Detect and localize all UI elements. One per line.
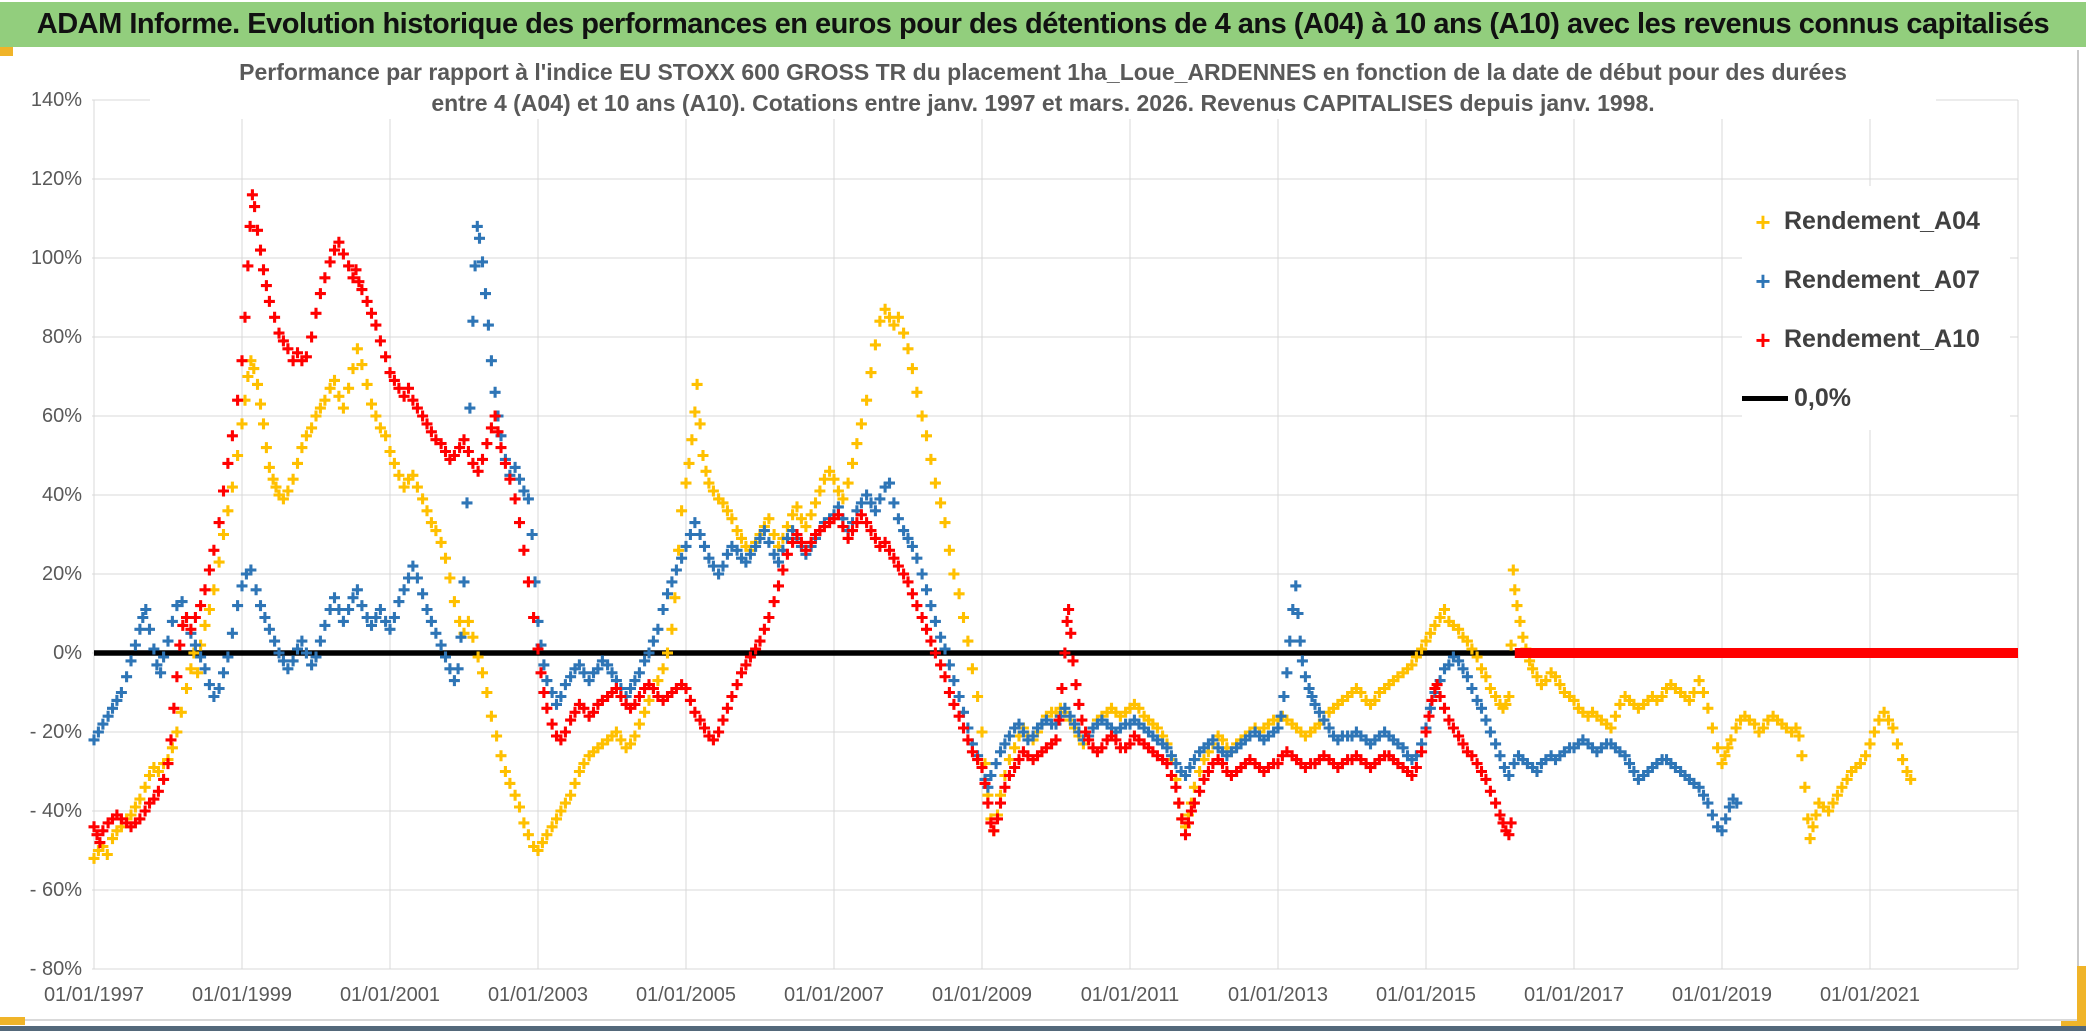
- gold-accent-top-left: [0, 47, 13, 56]
- legend-item-zero-line: 0,0%: [1742, 369, 2010, 428]
- legend-label: Rendement_A04: [1784, 207, 1980, 235]
- x-tick-label: 01/01/2009: [931, 984, 1033, 1006]
- legend-item-rendement-a04: + Rendement_A04: [1742, 192, 2010, 251]
- x-tick-label: 01/01/2015: [1375, 984, 1477, 1006]
- x-tick-label: 01/01/2011: [1080, 984, 1180, 1006]
- page-bottom-border: [0, 1026, 2086, 1031]
- series-Rendement_A10: [88, 189, 1517, 849]
- legend-label: 0,0%: [1794, 384, 1851, 412]
- legend-label: Rendement_A07: [1784, 266, 1980, 294]
- y-tick-label: 20%: [41, 563, 82, 585]
- performance-scatter-plot: [88, 99, 2019, 970]
- series-Rendement_A07: [88, 220, 1743, 837]
- page-right-border: [2077, 50, 2079, 1020]
- y-tick-label: 140%: [30, 89, 82, 111]
- gold-accent-right-bar: [2077, 966, 2086, 1026]
- chart-subtitle: Performance par rapport à l'indice EU ST…: [150, 57, 1936, 119]
- x-tick-label: 01/01/2005: [635, 984, 737, 1006]
- x-tick-label: 01/01/2001: [339, 984, 441, 1006]
- plus-icon: +: [1755, 265, 1771, 296]
- y-tick-label: 0%: [53, 642, 82, 664]
- y-tick-label: 60%: [41, 405, 82, 427]
- plus-icon: +: [1755, 206, 1771, 237]
- series-Rendement_A04: [88, 303, 1917, 864]
- legend-label: Rendement_A10: [1784, 325, 1980, 353]
- line-swatch-icon: [1742, 396, 1788, 401]
- y-tick-label: - 40%: [29, 800, 82, 822]
- plus-icon: +: [1755, 324, 1771, 355]
- y-tick-label: - 20%: [29, 721, 82, 743]
- legend-item-rendement-a07: + Rendement_A07: [1742, 251, 2010, 310]
- chart-legend: + Rendement_A04 + Rendement_A07 + Rendem…: [1742, 186, 2010, 430]
- x-tick-label: 01/01/2007: [783, 984, 885, 1006]
- gold-accent-bottom-right: [2061, 1021, 2086, 1030]
- x-tick-label: 01/01/1997: [43, 984, 145, 1006]
- legend-item-rendement-a10: + Rendement_A10: [1742, 310, 2010, 369]
- x-tick-label: 01/01/2019: [1671, 984, 1773, 1006]
- y-tick-label: 120%: [30, 168, 82, 190]
- x-tick-label: 01/01/2013: [1227, 984, 1329, 1006]
- x-tick-label: 01/01/2021: [1819, 984, 1921, 1006]
- y-tick-label: 40%: [41, 484, 82, 506]
- bottom-divider: [0, 1019, 2086, 1021]
- y-tick-label: 80%: [41, 326, 82, 348]
- gold-accent-bottom-left: [0, 1017, 25, 1025]
- x-tick-label: 01/01/2017: [1523, 984, 1625, 1006]
- y-tick-label: - 80%: [29, 958, 82, 980]
- report-title-bar: ADAM Informe. Evolution historique des p…: [0, 2, 2086, 47]
- chart-subtitle-line2: entre 4 (A04) et 10 ans (A10). Cotations…: [431, 90, 1655, 116]
- y-tick-label: 100%: [30, 247, 82, 269]
- x-tick-label: 01/01/1999: [191, 984, 293, 1006]
- y-tick-label: - 60%: [29, 879, 82, 901]
- report-title: ADAM Informe. Evolution historique des p…: [36, 8, 2050, 40]
- x-tick-label: 01/01/2003: [487, 984, 589, 1006]
- chart-subtitle-line1: Performance par rapport à l'indice EU ST…: [239, 59, 1847, 85]
